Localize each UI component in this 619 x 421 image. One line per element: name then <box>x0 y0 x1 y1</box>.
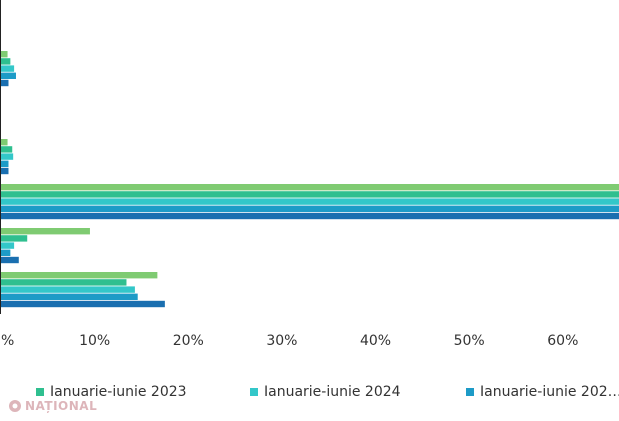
bar-group2-series3 <box>1 65 15 72</box>
x-tick-label-0: % <box>1 333 14 349</box>
bar-chart: % 10% 20% 30% 40% 50% 60% <box>0 0 619 349</box>
x-tick-label-10: 10% <box>79 333 110 349</box>
x-tick-label-50: 50% <box>454 333 485 349</box>
bar-group2-series2 <box>1 58 11 65</box>
bar-group6-series1 <box>1 272 158 279</box>
bar-group5-series4 <box>1 249 11 256</box>
x-axis-ticks: % 10% 20% 30% 40% 50% 60% <box>1 333 578 349</box>
rose-icon <box>9 400 21 412</box>
bar-group6-series3 <box>1 286 135 293</box>
x-tick-label-20: 20% <box>173 333 204 349</box>
bar-group4-series5 <box>1 212 619 220</box>
x-tick-label-60: 60% <box>547 333 578 349</box>
bar-group4-series1 <box>1 184 619 191</box>
legend-item-2024: Ianuarie-iunie 2024 <box>250 384 401 400</box>
legend-item-2025: Ianuarie-iunie 202… <box>466 384 619 400</box>
legend-label-2025: Ianuarie-iunie 202… <box>480 384 619 400</box>
bar-group5-series5 <box>1 256 19 264</box>
bar-group6-series4 <box>1 293 138 300</box>
chart-legend: Ianuarie-iunie 2023 Ianuarie-iunie 2024 … <box>0 384 619 406</box>
x-tick-label-40: 40% <box>360 333 391 349</box>
bar-group5-series3 <box>1 242 15 249</box>
bar-group2-series4 <box>1 72 16 79</box>
bar-group5-series2 <box>1 235 28 242</box>
bar-group4-series2 <box>1 191 619 198</box>
bar-group3-series1 <box>1 139 8 146</box>
bar-group6-series5 <box>1 300 165 308</box>
bar-group2-series5 <box>1 79 9 87</box>
bar-group5-series1 <box>1 228 90 235</box>
legend-swatch-2024 <box>250 388 258 396</box>
legend-swatch-2025 <box>466 388 474 396</box>
legend-label-2024: Ianuarie-iunie 2024 <box>264 384 401 400</box>
legend-swatch-2023 <box>36 388 44 396</box>
bar-group2-series1 <box>1 51 8 58</box>
x-tick-label-30: 30% <box>266 333 297 349</box>
chart-bars <box>1 51 619 308</box>
bar-group4-series4 <box>1 205 619 212</box>
bar-group3-series5 <box>1 167 9 175</box>
bar-group6-series2 <box>1 279 127 286</box>
bar-group3-series4 <box>1 160 9 167</box>
bar-group3-series2 <box>1 146 13 153</box>
bar-group3-series3 <box>1 153 14 160</box>
national-logo: NAȚIONAL <box>8 399 97 413</box>
legend-label-2023: Ianuarie-iunie 2023 <box>50 384 187 400</box>
watermark-text: NAȚIONAL <box>25 399 98 413</box>
bar-group4-series3 <box>1 198 619 205</box>
legend-item-2023: Ianuarie-iunie 2023 <box>36 384 187 400</box>
